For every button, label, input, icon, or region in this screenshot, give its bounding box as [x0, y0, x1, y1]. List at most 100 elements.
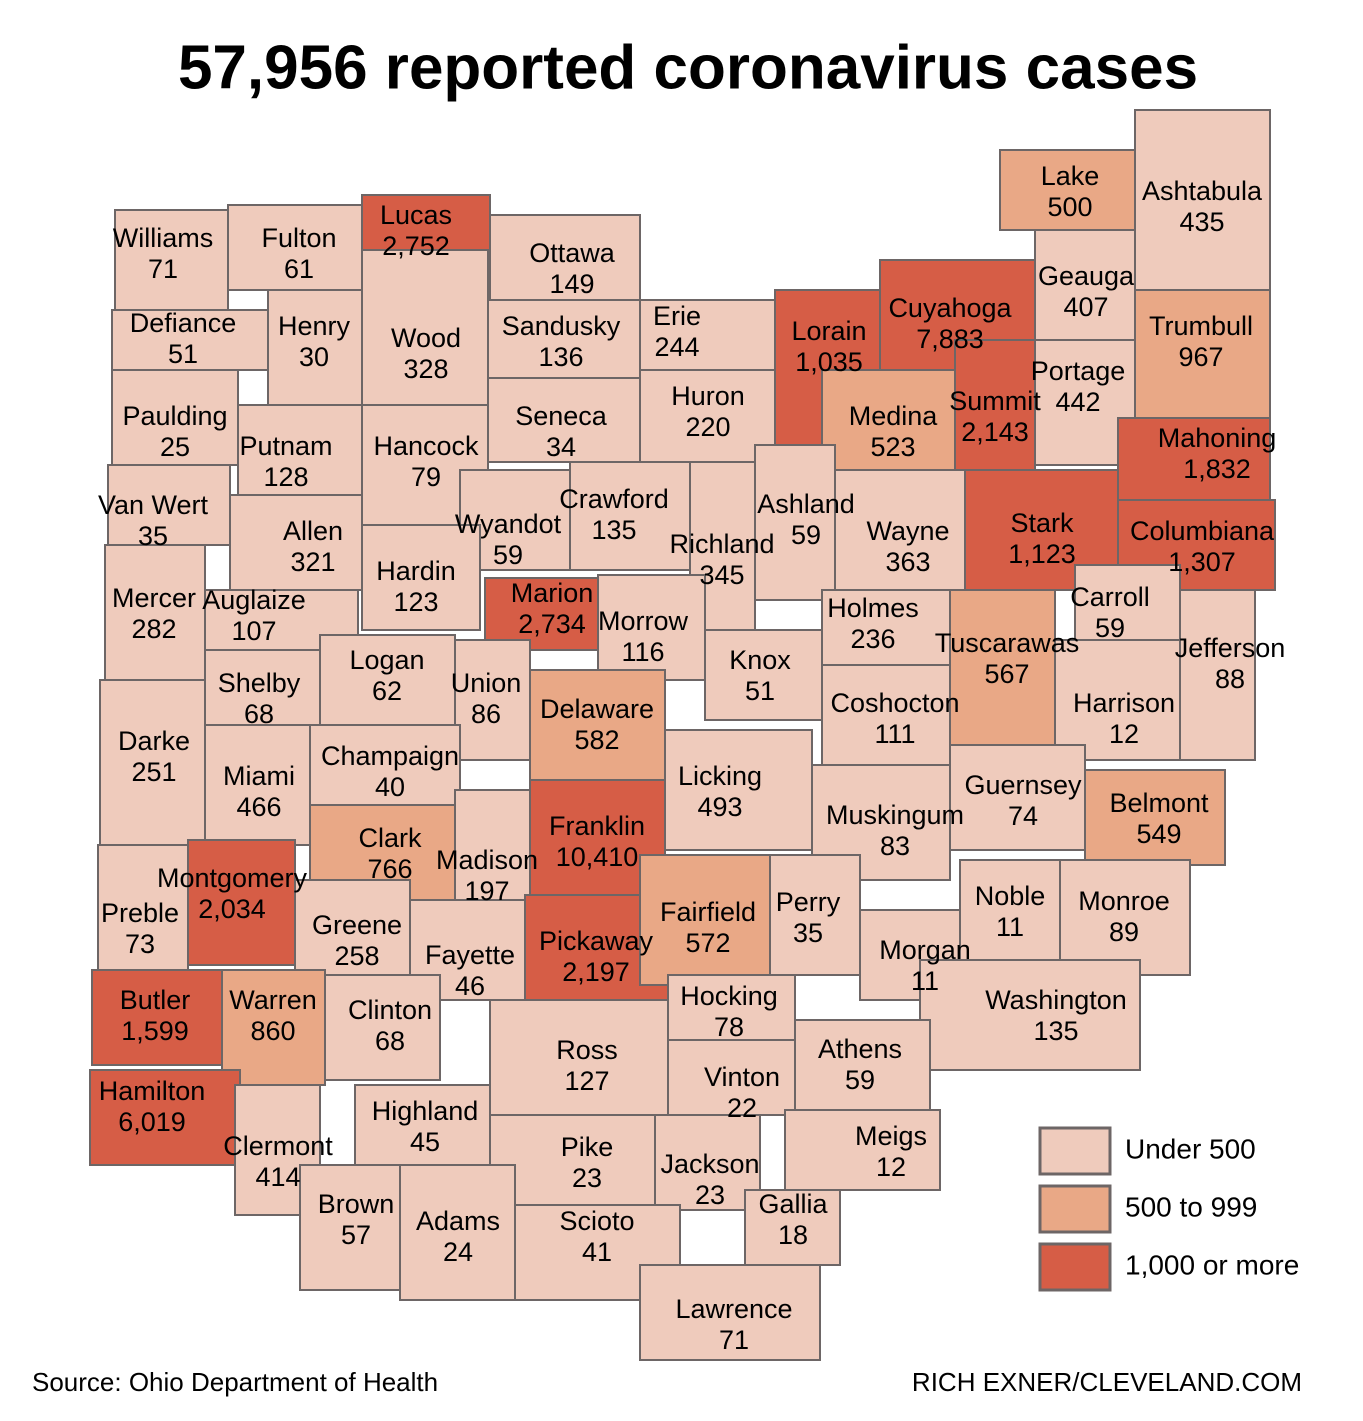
county-name: Vinton — [704, 1062, 780, 1092]
county-cases: 136 — [538, 342, 583, 372]
county-name: Lake — [1041, 161, 1100, 191]
county-name: Hancock — [373, 431, 479, 461]
county — [821, 664, 951, 766]
county-cases: 30 — [299, 342, 329, 372]
county — [361, 524, 481, 631]
county — [919, 959, 1141, 1071]
county-name: Pike — [561, 1132, 614, 1162]
county-name: Seneca — [515, 401, 608, 431]
county-cases: 68 — [375, 1026, 405, 1056]
county-name: Auglaize — [202, 585, 306, 615]
county-cases: 68 — [244, 699, 274, 729]
county-cases: 328 — [403, 354, 448, 384]
county-name: Perry — [776, 887, 841, 917]
county-name: Union — [451, 668, 522, 698]
county-cases: 128 — [263, 462, 308, 492]
county-name: Shelby — [218, 668, 301, 698]
county-name: Gallia — [758, 1189, 828, 1219]
county-name: Jefferson — [1175, 633, 1286, 663]
county — [1059, 859, 1191, 976]
county — [204, 724, 311, 846]
county-name: Franklin — [549, 811, 645, 841]
county-cases: 23 — [695, 1180, 725, 1210]
county — [309, 724, 461, 806]
county-name: Mahoning — [1158, 423, 1277, 453]
county-cases: 59 — [791, 520, 821, 550]
county-name: Butler — [120, 985, 191, 1015]
county-cases: 25 — [160, 432, 190, 462]
county — [489, 214, 641, 301]
county — [267, 289, 363, 406]
county-cases: 500 — [1047, 192, 1092, 222]
county — [667, 974, 796, 1041]
county-name: Darke — [118, 726, 190, 756]
county-cases: 74 — [1008, 801, 1038, 831]
county-cases: 2,752 — [382, 231, 450, 261]
county-name: Brown — [318, 1189, 395, 1219]
county-name: Athens — [818, 1034, 902, 1064]
county-name: Lawrence — [675, 1294, 792, 1324]
county — [89, 1069, 241, 1166]
county-name: Coshocton — [830, 688, 959, 718]
county — [529, 669, 666, 781]
county-name: Preble — [101, 898, 179, 928]
county-cases: 45 — [410, 1127, 440, 1157]
county-name: Morrow — [598, 606, 689, 636]
county-name: Wayne — [866, 516, 949, 546]
county — [1134, 109, 1271, 291]
county-cases: 1,307 — [1168, 547, 1236, 577]
county-name: Warren — [229, 985, 317, 1015]
county-cases: 73 — [125, 929, 155, 959]
county-cases: 40 — [375, 772, 405, 802]
county — [399, 1164, 516, 1301]
county-name: Ashtabula — [1142, 176, 1263, 206]
county-name: Holmes — [827, 593, 919, 623]
county-name: Cuyahoga — [888, 293, 1012, 323]
county-name: Crawford — [559, 484, 669, 514]
county-cases: 78 — [714, 1012, 744, 1042]
county-name: Stark — [1010, 508, 1074, 538]
county-cases: 59 — [493, 540, 523, 570]
county-name: Ottawa — [529, 238, 616, 268]
county-cases: 466 — [236, 792, 281, 822]
county-cases: 23 — [572, 1163, 602, 1193]
county-cases: 282 — [131, 614, 176, 644]
county-name: Defiance — [130, 308, 237, 338]
county-cases: 51 — [745, 676, 775, 706]
county-cases: 35 — [793, 918, 823, 948]
legend: Under 500 500 to 999 1,000 or more — [1038, 1126, 1299, 1292]
county-name: Williams — [113, 223, 214, 253]
county-name: Logan — [349, 645, 424, 675]
county-cases: 41 — [582, 1237, 612, 1267]
county-cases: 18 — [778, 1220, 808, 1250]
county-name: Sandusky — [502, 311, 621, 341]
county-name: Fayette — [425, 940, 515, 970]
county-name: Hardin — [376, 556, 456, 586]
county — [949, 589, 1056, 746]
county-name: Huron — [671, 381, 745, 411]
county — [639, 1264, 821, 1361]
county-name: Meigs — [855, 1121, 927, 1151]
source: Source: Ohio Department of Health — [32, 1367, 438, 1397]
county-cases: 79 — [411, 462, 441, 492]
county — [99, 679, 206, 846]
county-cases: 549 — [1136, 819, 1181, 849]
county-name: Hocking — [680, 981, 778, 1011]
county-cases: 135 — [591, 515, 636, 545]
county-name: Guernsey — [964, 770, 1082, 800]
county-cases: 88 — [1215, 664, 1245, 694]
legend-label: Under 500 — [1125, 1133, 1256, 1164]
county-cases: 220 — [685, 412, 730, 442]
legend-swatch — [1038, 1126, 1112, 1176]
county-cases: 62 — [372, 676, 402, 706]
county-cases: 59 — [1095, 613, 1125, 643]
county-cases: 1,123 — [1008, 539, 1076, 569]
county-cases: 493 — [697, 792, 742, 822]
county — [949, 744, 1086, 851]
county-cases: 127 — [564, 1066, 609, 1096]
county-cases: 407 — [1063, 292, 1108, 322]
county-name: Columbiana — [1130, 516, 1275, 546]
county-cases: 258 — [334, 941, 379, 971]
